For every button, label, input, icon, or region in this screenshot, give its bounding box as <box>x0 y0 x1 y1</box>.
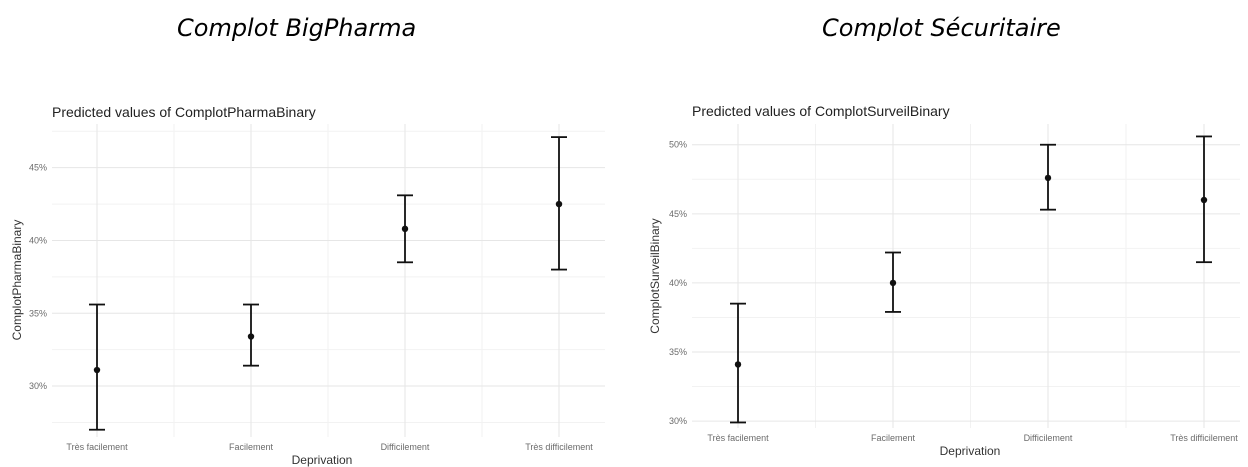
y-tick-label: 35% <box>669 347 687 357</box>
data-point <box>247 333 255 340</box>
x-tick-label: Difficilement <box>381 442 430 452</box>
data-point <box>401 225 409 233</box>
x-tick-label: Très difficilement <box>525 442 593 452</box>
y-tick-label: 30% <box>669 416 687 426</box>
heading-right: Complot Sécuritaire <box>822 14 1061 42</box>
y-tick-label: 40% <box>29 235 47 245</box>
heading-left: Complot BigPharma <box>177 14 417 42</box>
y-tick-label: 45% <box>669 209 687 219</box>
x-tick-label: Très facilement <box>707 433 769 443</box>
x-axis-label: Deprivation <box>292 453 353 467</box>
y-tick-label: 45% <box>29 163 47 173</box>
data-point <box>555 200 563 208</box>
x-tick-label: Facilement <box>871 433 916 443</box>
data-point <box>1044 174 1052 182</box>
plot-title: Predicted values of ComplotSurveilBinary <box>692 103 950 119</box>
x-axis-label: Deprivation <box>940 444 1001 458</box>
y-tick-label: 30% <box>29 381 47 391</box>
data-point <box>1200 196 1208 204</box>
y-axis-label: ComplotSurveilBinary <box>648 218 662 333</box>
y-tick-label: 35% <box>29 308 47 318</box>
x-tick-label: Difficilement <box>1024 433 1073 443</box>
plot-title: Predicted values of ComplotPharmaBinary <box>52 104 316 120</box>
chart-complot-pharma: 30% 35% 40% 45% Très facilement Facilement Dif… <box>10 104 605 467</box>
y-tick-label: 50% <box>669 140 687 150</box>
x-tick-label: Très difficilement <box>1170 433 1238 443</box>
x-tick-label: Facilement <box>229 442 274 452</box>
data-point <box>93 366 101 374</box>
data-point <box>889 279 897 287</box>
y-tick-label: 40% <box>669 278 687 288</box>
data-point <box>734 361 742 368</box>
x-tick-label: Très facilement <box>66 442 128 452</box>
y-axis-label: ComplotPharmaBinary <box>10 220 24 341</box>
